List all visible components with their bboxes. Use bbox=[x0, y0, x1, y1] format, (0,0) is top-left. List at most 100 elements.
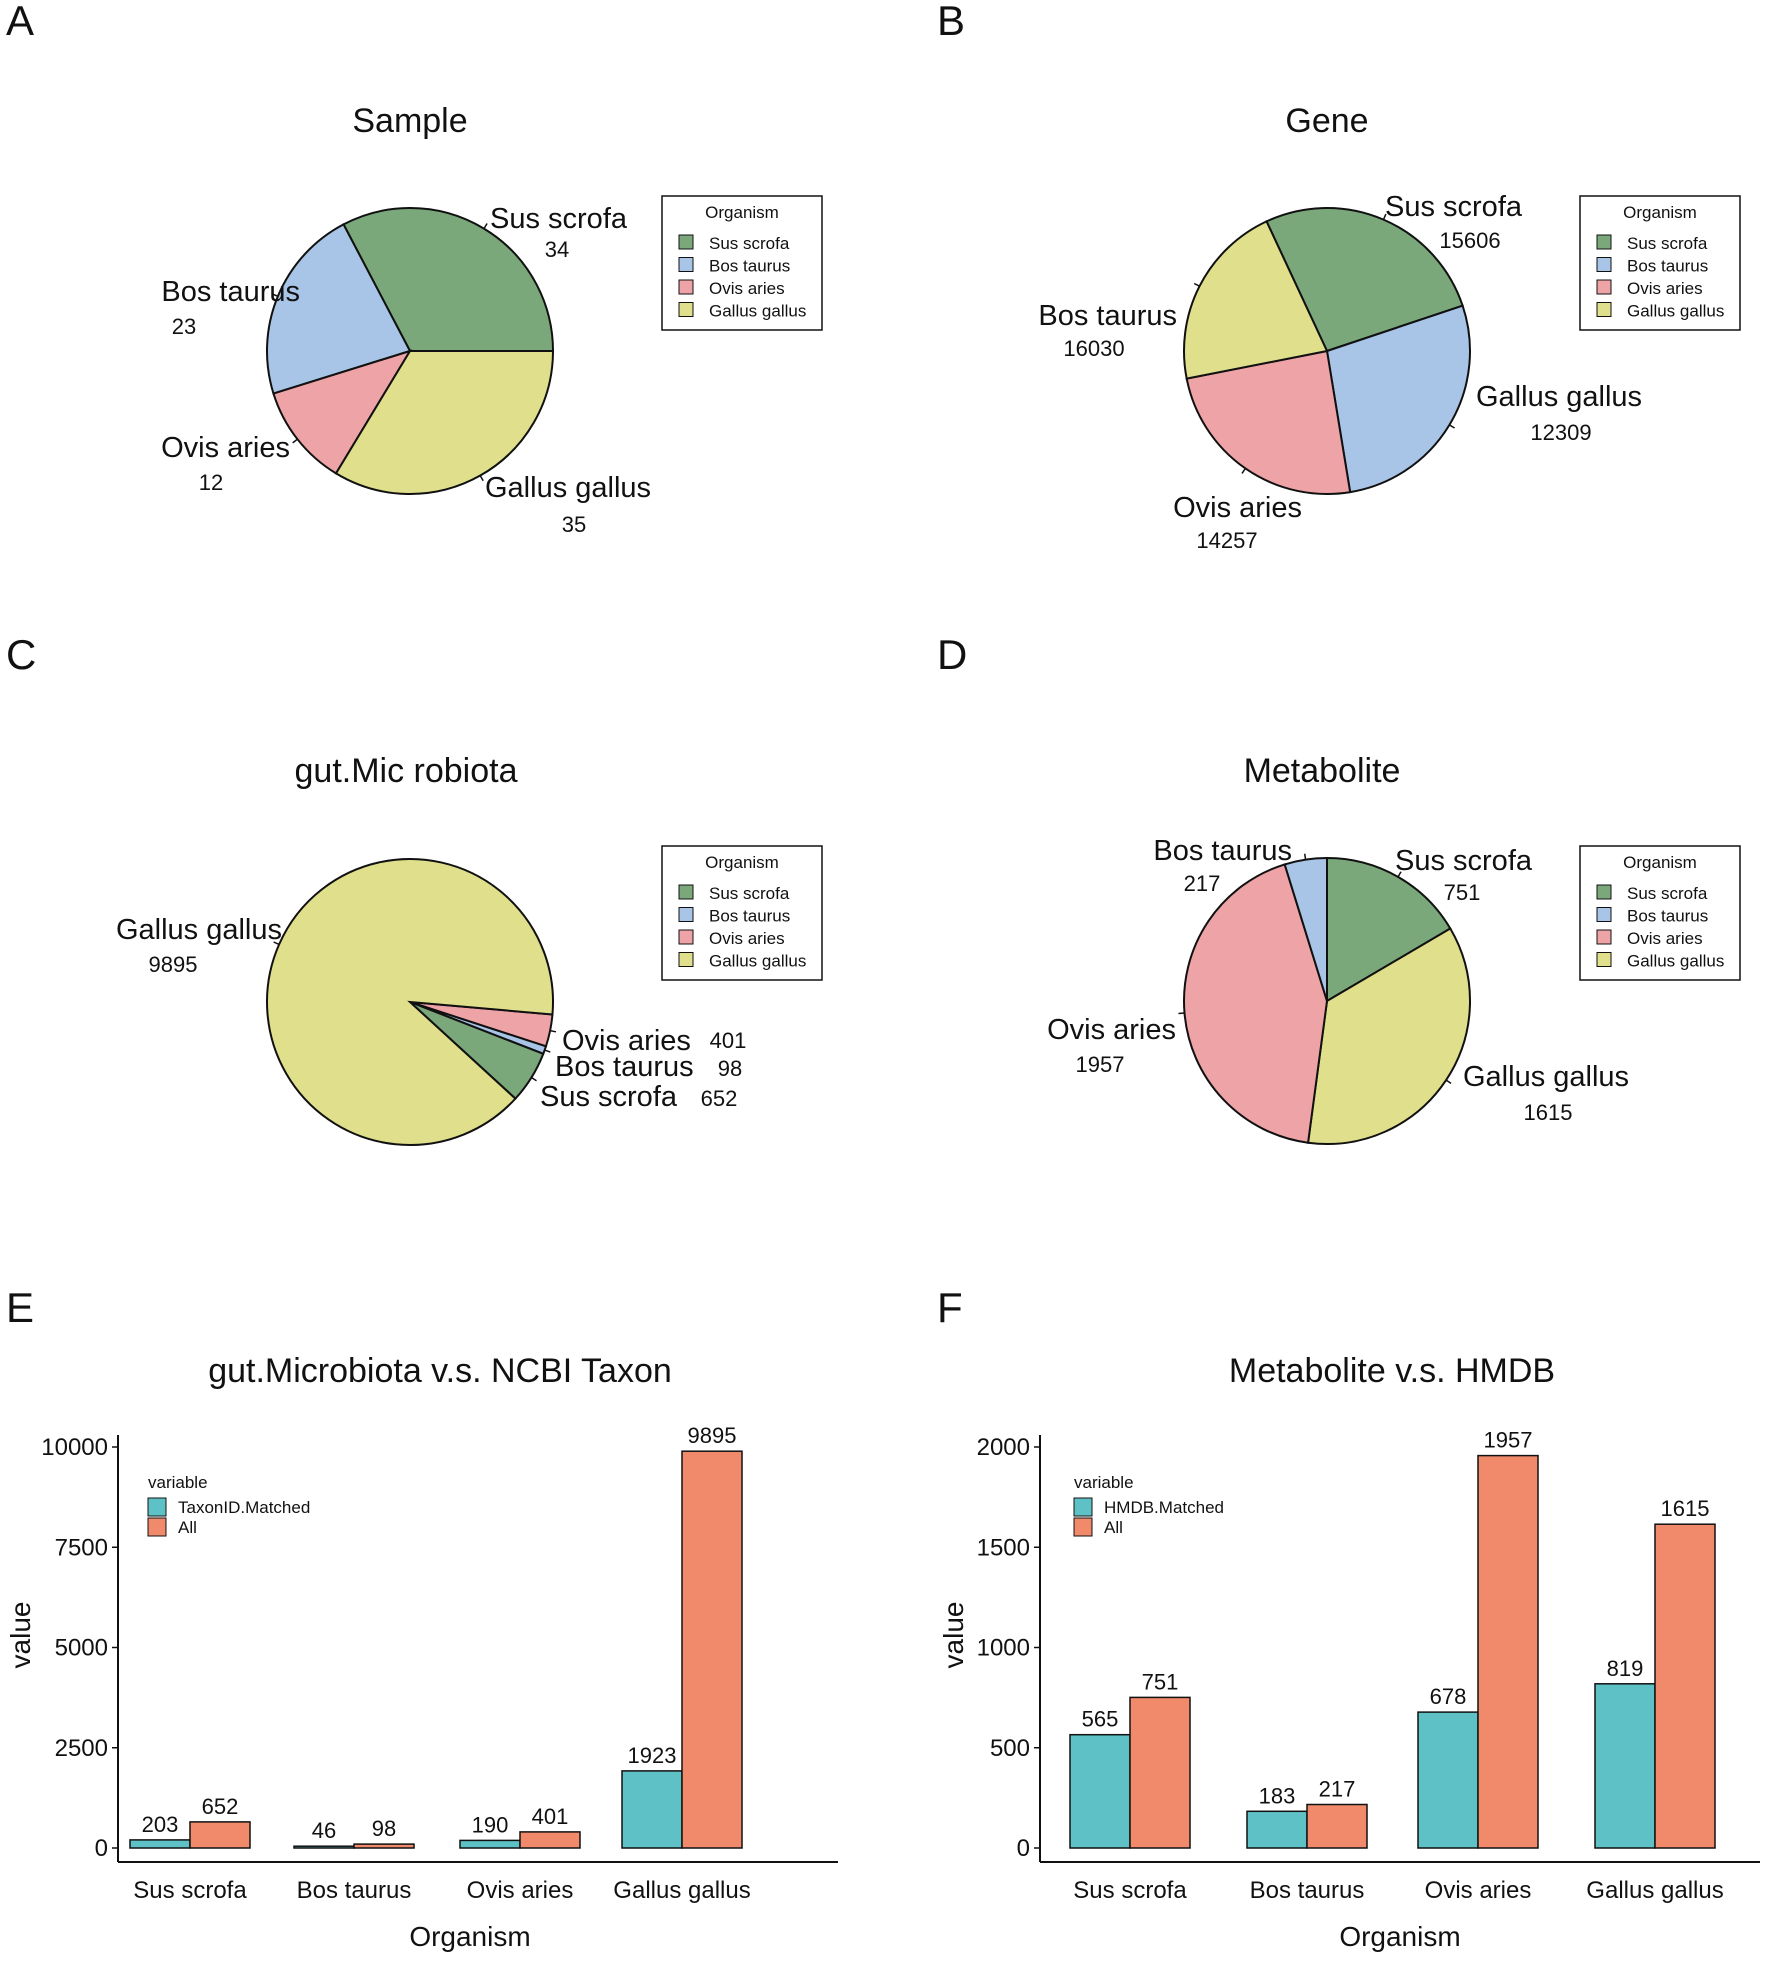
bar-all-bos-taurus bbox=[353, 1843, 415, 1849]
bar-value-all-gallus-gallus: 9895 bbox=[688, 1423, 737, 1448]
y-axis-title: value bbox=[5, 1602, 36, 1669]
bar-value-all-ovis-aries: 401 bbox=[532, 1804, 569, 1829]
slice-value-ovis-aries: 12 bbox=[199, 470, 223, 495]
label-tick-bos-taurus bbox=[1303, 853, 1307, 860]
legend-swatch-sus-scrofa bbox=[1596, 234, 1612, 250]
label-tick-ovis-aries bbox=[1178, 1012, 1185, 1015]
legend-swatch-hmdb-matched bbox=[1073, 1497, 1093, 1517]
slice-value-gallus-gallus: 9895 bbox=[149, 952, 198, 977]
x-axis-title: Organism bbox=[1339, 1921, 1460, 1952]
label-tick-sus-scrofa bbox=[1397, 871, 1402, 878]
slice-value-sus-scrofa: 15606 bbox=[1439, 228, 1500, 253]
slice-value-ovis-aries: 14257 bbox=[1196, 528, 1257, 553]
pie-slice-ovis-aries bbox=[272, 349, 413, 475]
legend-swatch-gallus-gallus bbox=[678, 302, 694, 317]
slice-value-bos-taurus: 217 bbox=[1184, 871, 1221, 896]
slice-label-bos-taurus: Bos taurus bbox=[1038, 300, 1177, 332]
x-axis-title: Organism bbox=[409, 1921, 530, 1952]
legend-entry-bos-taurus: Bos taurus bbox=[1627, 257, 1708, 276]
pie-slice-sus-scrofa bbox=[1265, 207, 1464, 353]
panel-letter-f: F bbox=[937, 1284, 963, 1331]
label-tick-bos-taurus bbox=[544, 1049, 551, 1053]
y-tick-label: 1000 bbox=[977, 1635, 1030, 1662]
legend-entry-bos-taurus: Bos taurus bbox=[709, 257, 790, 276]
x-tick-label-sus-scrofa: Sus scrofa bbox=[1073, 1877, 1187, 1904]
slice-value-gallus-gallus: 1615 bbox=[1524, 1100, 1573, 1125]
label-tick-sus-scrofa bbox=[531, 1076, 537, 1082]
legend-swatch-all bbox=[147, 1517, 167, 1537]
pie-slice-gallus-gallus bbox=[1183, 220, 1329, 380]
legend-title: Organism bbox=[1623, 853, 1697, 872]
legend-swatch-sus-scrofa bbox=[678, 884, 694, 900]
legend-swatch-taxonid-matched bbox=[147, 1497, 167, 1517]
bar-taxonid-matched-sus-scrofa bbox=[129, 1839, 191, 1849]
chart-title: gut.Mic robiota bbox=[295, 752, 518, 790]
slice-label-bos-taurus: Bos taurus bbox=[1153, 835, 1292, 867]
bar-all-ovis-aries bbox=[1477, 1454, 1539, 1849]
legend-entry-all: All bbox=[178, 1518, 197, 1537]
label-tick-ovis-aries bbox=[292, 438, 298, 444]
slice-label-gallus-gallus: Gallus gallus bbox=[1476, 381, 1642, 413]
pie-slice-gallus-gallus bbox=[1306, 927, 1471, 1145]
pie-slice-ovis-aries bbox=[1185, 349, 1352, 495]
label-tick-sus-scrofa bbox=[483, 223, 488, 229]
pie-slice-sus-scrofa bbox=[1326, 856, 1452, 1003]
slice-value-sus-scrofa: 34 bbox=[545, 237, 569, 262]
slice-value-bos-taurus: 16030 bbox=[1063, 336, 1124, 361]
label-tick-ovis-aries bbox=[549, 1029, 557, 1033]
bar-taxonid-matched-bos-taurus bbox=[293, 1845, 355, 1849]
x-tick-label-gallus-gallus: Gallus gallus bbox=[1586, 1877, 1723, 1904]
legend-swatch-gallus-gallus bbox=[1596, 302, 1612, 317]
bar-value-hmdb-matched-gallus-gallus: 819 bbox=[1607, 1656, 1644, 1681]
legend-swatch-bos-taurus bbox=[678, 257, 694, 272]
chart-title: Gene bbox=[1285, 102, 1368, 140]
legend-swatch-bos-taurus bbox=[1596, 257, 1612, 272]
slice-value-ovis-aries: 401 bbox=[710, 1028, 747, 1053]
y-tick-label: 0 bbox=[1017, 1835, 1030, 1862]
legend-swatch-sus-scrofa bbox=[1596, 884, 1612, 900]
slice-label-sus-scrofa: Sus scrofa bbox=[490, 203, 628, 235]
legend-swatch-bos-taurus bbox=[1596, 907, 1612, 922]
y-tick-label: 2500 bbox=[55, 1735, 108, 1762]
label-tick-gallus-gallus bbox=[1193, 282, 1200, 287]
bar-value-all-bos-taurus: 217 bbox=[1319, 1776, 1356, 1801]
slice-value-gallus-gallus: 35 bbox=[562, 512, 586, 537]
label-tick-ovis-aries bbox=[1241, 468, 1247, 474]
legend-entry-all: All bbox=[1104, 1518, 1123, 1537]
panel-letter-c: C bbox=[6, 631, 36, 678]
legend-title: variable bbox=[148, 1473, 208, 1492]
bar-taxonid-matched-gallus-gallus bbox=[621, 1770, 683, 1849]
y-tick-label: 2000 bbox=[977, 1434, 1030, 1461]
label-tick-sus-scrofa bbox=[1382, 213, 1387, 220]
bar-value-all-sus-scrofa: 652 bbox=[202, 1794, 239, 1819]
legend-swatch-sus-scrofa bbox=[678, 234, 694, 250]
slice-value-bos-taurus: 98 bbox=[718, 1056, 742, 1081]
bar-all-gallus-gallus bbox=[681, 1450, 743, 1849]
panel-d: D Metabolite Sus scrofa 751 Gallus gallus 161… bbox=[937, 631, 1741, 1145]
slice-label-ovis-aries: Ovis aries bbox=[1047, 1014, 1176, 1046]
label-tick-gallus-gallus bbox=[273, 941, 280, 946]
x-tick-label-bos-taurus: Bos taurus bbox=[1250, 1877, 1365, 1904]
legend-entry-sus-scrofa: Sus scrofa bbox=[709, 884, 790, 903]
legend-entry-ovis-aries: Ovis aries bbox=[709, 279, 785, 298]
pie-slice-bos-taurus bbox=[1283, 856, 1328, 1002]
legend-entry-bos-taurus: Bos taurus bbox=[709, 907, 790, 926]
slice-label-bos-taurus: Bos taurus bbox=[161, 276, 300, 308]
bar-all-sus-scrofa bbox=[1129, 1696, 1191, 1849]
bar-hmdb-matched-ovis-aries bbox=[1417, 1711, 1479, 1849]
bar-value-all-ovis-aries: 1957 bbox=[1484, 1428, 1533, 1453]
slice-label-sus-scrofa: Sus scrofa bbox=[1395, 845, 1533, 877]
bar-taxonid-matched-ovis-aries bbox=[459, 1839, 521, 1849]
legend-title: Organism bbox=[705, 203, 779, 222]
panel-b: B Gene Sus scrofa 15606 Bos taurus 16030 Ovis … bbox=[937, 0, 1741, 553]
pie-slice-bos-taurus bbox=[1325, 304, 1471, 494]
bar-hmdb-matched-bos-taurus bbox=[1246, 1810, 1308, 1849]
y-tick-label: 1500 bbox=[977, 1534, 1030, 1561]
slice-label-bos-taurus: Bos taurus bbox=[555, 1051, 694, 1083]
label-tick-bos-taurus bbox=[272, 293, 279, 297]
legend-entry-taxonid-matched: TaxonID.Matched bbox=[178, 1498, 310, 1517]
